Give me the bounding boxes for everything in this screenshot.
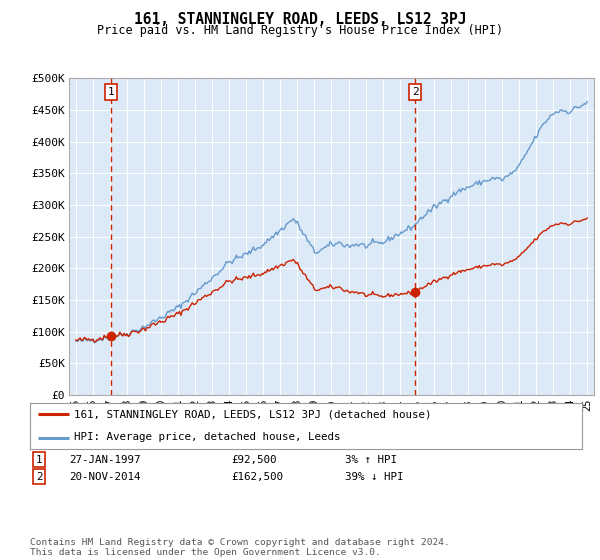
Text: 1: 1 xyxy=(108,87,115,97)
Text: £92,500: £92,500 xyxy=(231,455,277,465)
Text: 2: 2 xyxy=(36,472,42,482)
Text: 20-NOV-2014: 20-NOV-2014 xyxy=(69,472,140,482)
Text: 161, STANNINGLEY ROAD, LEEDS, LS12 3PJ: 161, STANNINGLEY ROAD, LEEDS, LS12 3PJ xyxy=(134,12,466,27)
Text: 2: 2 xyxy=(412,87,418,97)
Text: 161, STANNINGLEY ROAD, LEEDS, LS12 3PJ (detached house): 161, STANNINGLEY ROAD, LEEDS, LS12 3PJ (… xyxy=(74,409,431,419)
Text: 27-JAN-1997: 27-JAN-1997 xyxy=(69,455,140,465)
Text: 39% ↓ HPI: 39% ↓ HPI xyxy=(345,472,404,482)
Text: HPI: Average price, detached house, Leeds: HPI: Average price, detached house, Leed… xyxy=(74,432,341,442)
Text: £162,500: £162,500 xyxy=(231,472,283,482)
Text: Price paid vs. HM Land Registry's House Price Index (HPI): Price paid vs. HM Land Registry's House … xyxy=(97,24,503,36)
Text: Contains HM Land Registry data © Crown copyright and database right 2024.
This d: Contains HM Land Registry data © Crown c… xyxy=(30,538,450,557)
Text: 1: 1 xyxy=(36,455,42,465)
Text: 3% ↑ HPI: 3% ↑ HPI xyxy=(345,455,397,465)
